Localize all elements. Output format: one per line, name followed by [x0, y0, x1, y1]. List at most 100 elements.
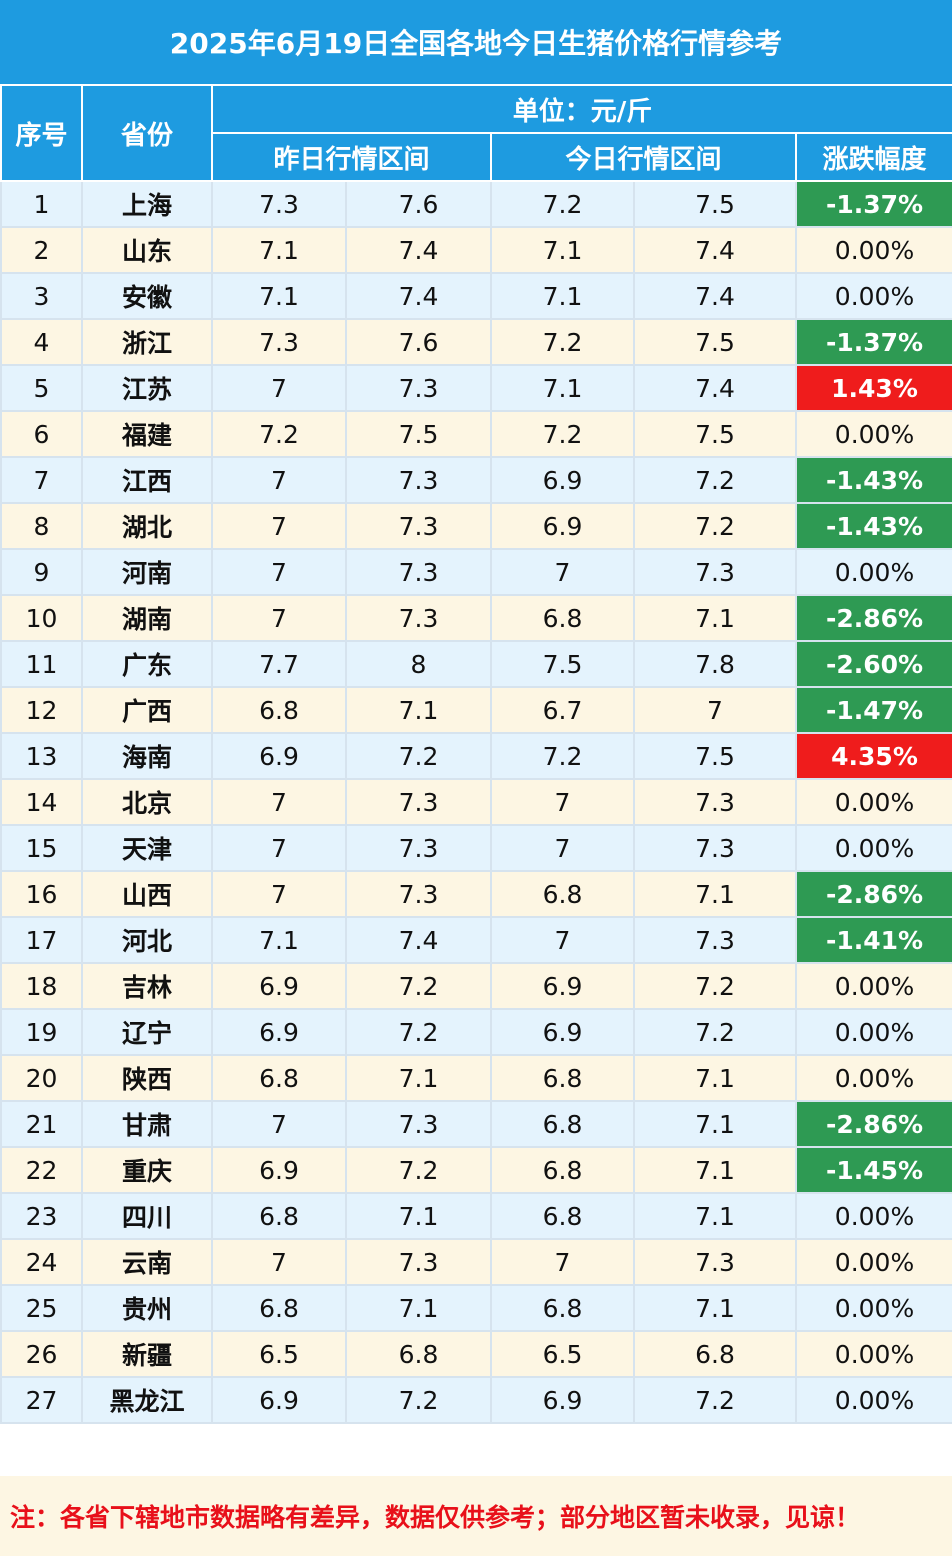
cell-today-high: 7.5 — [633, 410, 797, 458]
cell-province: 重庆 — [81, 1146, 213, 1194]
cell-change: 0.00% — [794, 1054, 952, 1102]
cell-yesterday-low: 6.9 — [211, 1376, 347, 1424]
cell-yesterday-high: 7.3 — [345, 548, 492, 596]
cell-yesterday-high: 7.2 — [345, 962, 492, 1010]
cell-today-high: 7.4 — [633, 272, 797, 320]
table-row: 20 陕西 6.8 7.1 6.8 7.1 0.00% — [0, 1054, 952, 1102]
cell-today-low: 6.8 — [490, 1054, 635, 1102]
table-row: 16 山西 7 7.3 6.8 7.1 -2.86% — [0, 870, 952, 918]
cell-province: 广西 — [81, 686, 213, 734]
cell-today-low: 7 — [490, 916, 635, 964]
cell-index: 18 — [0, 962, 83, 1010]
cell-yesterday-high: 7.1 — [345, 1054, 492, 1102]
cell-yesterday-high: 7.6 — [345, 318, 492, 366]
table-row: 13 海南 6.9 7.2 7.2 7.5 4.35% — [0, 732, 952, 780]
cell-today-high: 7.5 — [633, 732, 797, 780]
table-row: 4 浙江 7.3 7.6 7.2 7.5 -1.37% — [0, 318, 952, 366]
cell-yesterday-low: 7 — [211, 548, 347, 596]
cell-change: -1.43% — [794, 502, 952, 550]
table-row: 21 甘肃 7 7.3 6.8 7.1 -2.86% — [0, 1100, 952, 1148]
cell-yesterday-high: 7.4 — [345, 226, 492, 274]
table-row: 24 云南 7 7.3 7 7.3 0.00% — [0, 1238, 952, 1286]
cell-yesterday-low: 6.8 — [211, 686, 347, 734]
cell-yesterday-high: 7.1 — [345, 1284, 492, 1332]
cell-province: 上海 — [81, 180, 213, 228]
cell-today-high: 7.1 — [633, 1054, 797, 1102]
cell-yesterday-high: 7.2 — [345, 1376, 492, 1424]
cell-today-low: 6.7 — [490, 686, 635, 734]
cell-change: -1.45% — [794, 1146, 952, 1194]
cell-change: -2.86% — [794, 1100, 952, 1148]
cell-change: 0.00% — [794, 1238, 952, 1286]
table-row: 11 广东 7.7 8 7.5 7.8 -2.60% — [0, 640, 952, 688]
cell-yesterday-high: 7.3 — [345, 870, 492, 918]
cell-today-low: 6.9 — [490, 1008, 635, 1056]
cell-today-high: 7.1 — [633, 594, 797, 642]
cell-yesterday-high: 8 — [345, 640, 492, 688]
cell-index: 24 — [0, 1238, 83, 1286]
cell-today-low: 6.8 — [490, 870, 635, 918]
cell-today-high: 7.2 — [633, 962, 797, 1010]
cell-yesterday-low: 6.8 — [211, 1284, 347, 1332]
cell-change: 0.00% — [794, 1376, 952, 1424]
cell-change: 0.00% — [794, 410, 952, 458]
footnote: 注：各省下辖地市数据略有差异，数据仅供参考；部分地区暂未收录，见谅！ — [0, 1476, 952, 1556]
cell-change: 0.00% — [794, 1192, 952, 1240]
cell-yesterday-high: 7.3 — [345, 1100, 492, 1148]
cell-today-high: 7.2 — [633, 502, 797, 550]
cell-yesterday-low: 7 — [211, 502, 347, 550]
cell-yesterday-low: 7 — [211, 456, 347, 504]
table-row: 23 四川 6.8 7.1 6.8 7.1 0.00% — [0, 1192, 952, 1240]
table-row: 10 湖南 7 7.3 6.8 7.1 -2.86% — [0, 594, 952, 642]
cell-today-low: 6.8 — [490, 1100, 635, 1148]
cell-change: -2.86% — [794, 594, 952, 642]
cell-today-low: 6.9 — [490, 1376, 635, 1424]
cell-index: 19 — [0, 1008, 83, 1056]
cell-today-high: 7.1 — [633, 1284, 797, 1332]
cell-today-low: 7.2 — [490, 732, 635, 780]
cell-today-low: 6.8 — [490, 1192, 635, 1240]
cell-change: 0.00% — [794, 548, 952, 596]
cell-yesterday-low: 6.9 — [211, 962, 347, 1010]
cell-today-low: 7.5 — [490, 640, 635, 688]
cell-province: 广东 — [81, 640, 213, 688]
page-title: 2025年6月19日全国各地今日生猪价格行情参考 — [0, 0, 952, 86]
cell-yesterday-high: 7.2 — [345, 1008, 492, 1056]
cell-today-low: 6.8 — [490, 1146, 635, 1194]
cell-province: 陕西 — [81, 1054, 213, 1102]
table-row: 19 辽宁 6.9 7.2 6.9 7.2 0.00% — [0, 1008, 952, 1056]
cell-yesterday-high: 7.4 — [345, 272, 492, 320]
cell-today-low: 6.5 — [490, 1330, 635, 1378]
cell-index: 26 — [0, 1330, 83, 1378]
table-row: 5 江苏 7 7.3 7.1 7.4 1.43% — [0, 364, 952, 412]
cell-today-high: 7.4 — [633, 364, 797, 412]
cell-yesterday-high: 7.3 — [345, 456, 492, 504]
cell-today-low: 7.1 — [490, 226, 635, 274]
cell-today-high: 7.3 — [633, 548, 797, 596]
table-row: 8 湖北 7 7.3 6.9 7.2 -1.43% — [0, 502, 952, 550]
cell-today-low: 7.1 — [490, 364, 635, 412]
cell-index: 8 — [0, 502, 83, 550]
cell-index: 16 — [0, 870, 83, 918]
cell-yesterday-high: 7.3 — [345, 594, 492, 642]
header-index: 序号 — [0, 84, 83, 182]
cell-index: 10 — [0, 594, 83, 642]
header-unit: 单位：元/斤 — [210, 84, 952, 134]
table-row: 1 上海 7.3 7.6 7.2 7.5 -1.37% — [0, 180, 952, 228]
table-body: 1 上海 7.3 7.6 7.2 7.5 -1.37% 2 山东 7.1 7.4 7.1 7.4 0.00… — [0, 180, 952, 1424]
cell-province: 天津 — [81, 824, 213, 872]
cell-change: -2.86% — [794, 870, 952, 918]
cell-yesterday-low: 7.3 — [211, 180, 347, 228]
table-row: 9 河南 7 7.3 7 7.3 0.00% — [0, 548, 952, 596]
cell-yesterday-high: 7.4 — [345, 916, 492, 964]
cell-yesterday-low: 7.2 — [211, 410, 347, 458]
cell-today-high: 7.2 — [633, 456, 797, 504]
cell-index: 6 — [0, 410, 83, 458]
cell-yesterday-high: 7.3 — [345, 364, 492, 412]
cell-yesterday-low: 6.5 — [211, 1330, 347, 1378]
cell-yesterday-low: 7 — [211, 594, 347, 642]
cell-province: 吉林 — [81, 962, 213, 1010]
cell-index: 23 — [0, 1192, 83, 1240]
cell-change: 0.00% — [794, 226, 952, 274]
cell-yesterday-high: 7.6 — [345, 180, 492, 228]
